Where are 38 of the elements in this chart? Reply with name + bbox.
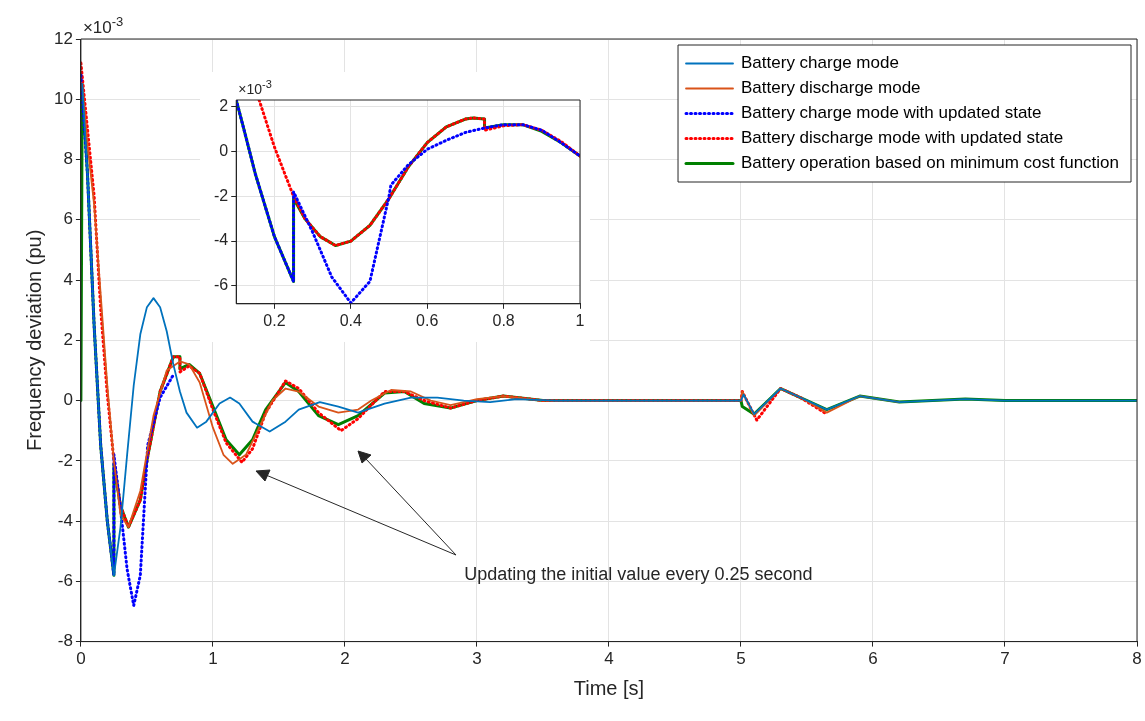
y-tick-label: 2 — [63, 329, 73, 349]
x-tick-label: 1 — [208, 649, 218, 669]
y-tick-label: -2 — [57, 450, 73, 470]
y-tick-label: 12 — [53, 28, 73, 48]
y-tick-label: 8 — [63, 149, 73, 169]
x-tick-label: 8 — [1132, 649, 1142, 669]
y-tick-label: -8 — [57, 631, 73, 651]
x-tick-label: 2 — [340, 649, 350, 669]
legend-label: Battery discharge mode — [741, 78, 921, 98]
y-tick-label: 6 — [63, 209, 73, 229]
y-tick-label: 4 — [63, 269, 73, 289]
x-tick-label: 0 — [76, 649, 86, 669]
y-tick-label: 2 — [219, 97, 229, 115]
legend-label: Battery discharge mode with updated state — [741, 128, 1064, 148]
y-tick-label: 10 — [53, 88, 73, 108]
y-tick-label: -4 — [213, 231, 229, 249]
x-tick-label: 6 — [868, 649, 878, 669]
y-tick-label: -6 — [213, 276, 229, 294]
x-tick-label: 0.4 — [339, 311, 363, 329]
y-tick-label: -4 — [57, 510, 73, 530]
x-tick-label: 3 — [472, 649, 482, 669]
y-tick-label: -6 — [57, 571, 73, 591]
x-tick-label: 0.8 — [492, 311, 515, 329]
y-tick-label: 0 — [219, 141, 229, 159]
x-tick-label: 5 — [736, 649, 746, 669]
annotation: Updating the initial value every 0.25 second — [464, 564, 813, 585]
y-tick-label: -2 — [213, 186, 229, 204]
x-tick-label: 4 — [604, 649, 614, 669]
x-tick-label: 1 — [575, 311, 585, 329]
x-axis-title: Time [s] — [573, 676, 645, 699]
legend-label: Battery charge mode — [741, 53, 899, 73]
x-tick-label: 0.6 — [416, 311, 439, 329]
x-tick-label: 7 — [1000, 649, 1010, 669]
legend-label: Battery operation based on minimum cost function — [741, 153, 1120, 173]
y-tick-label: 0 — [63, 390, 73, 410]
x-tick-label: 0.2 — [263, 311, 286, 329]
y-axis-title: Frequency deviation (pu) — [22, 229, 45, 451]
legend-label: Battery charge mode with updated state — [741, 103, 1042, 123]
